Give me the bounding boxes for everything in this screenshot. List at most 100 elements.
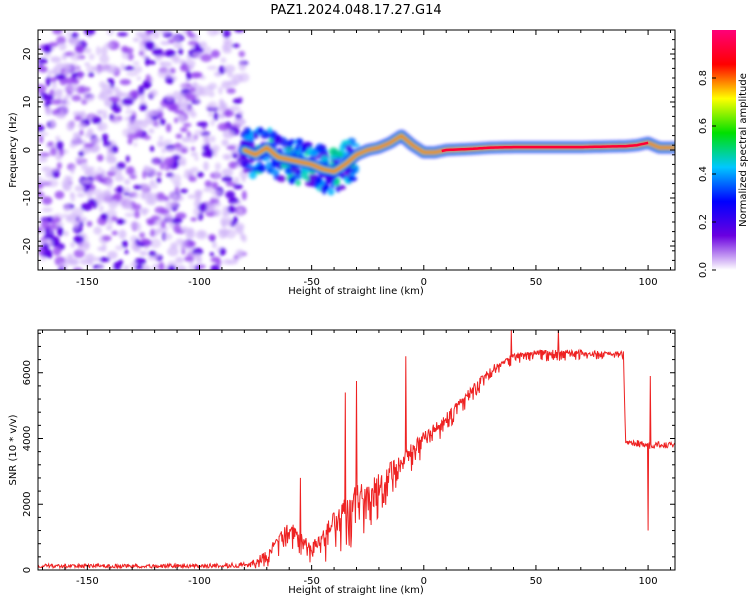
noise-blob [58,42,67,51]
noise-blob [206,65,218,71]
noise-blob [142,166,153,173]
noise-blob [184,169,193,174]
ridge-blob [267,127,272,133]
noise-blob [56,112,66,119]
noise-blob [109,113,114,121]
noise-blob [104,101,112,108]
noise-blob [121,240,128,248]
noise-blob [165,93,174,102]
noise-blob [42,52,52,58]
noise-blob [126,127,137,135]
noise-blob [74,185,86,192]
ridge-blob [294,144,300,152]
noise-blob [106,67,116,73]
spectrogram-heatmap [38,30,675,270]
noise-blob [186,73,192,80]
ridge-blob [247,158,255,164]
ridge-blob [257,126,264,135]
x-tick-label: -150 [76,277,99,288]
noise-blob [49,76,57,83]
noise-blob [133,184,142,190]
noise-blob [39,152,51,157]
noise-blob [180,148,188,154]
noise-blob [123,265,130,270]
x-tick-label: -150 [76,576,99,587]
noise-blob [55,135,61,142]
noise-blob [201,46,212,54]
noise-blob [116,32,129,37]
noise-blob [73,235,84,244]
noise-blob [40,131,49,137]
noise-blob [159,208,170,215]
x-tick-label: 0 [421,277,427,288]
noise-blob [79,129,84,136]
noise-blob [212,195,221,200]
noise-blob [67,253,74,259]
noise-blob [70,241,76,248]
noise-blob [123,116,134,122]
noise-blob [144,40,155,51]
noise-blob [85,166,95,171]
noise-blob [60,99,71,106]
noise-blob [106,30,114,36]
noise-blob [170,242,179,250]
noise-blob [237,110,244,116]
ridge-blob [335,177,341,186]
noise-blob [172,154,181,161]
noise-blob [189,86,196,93]
noise-blob [67,257,79,265]
noise-blob [180,188,188,194]
noise-blob [160,61,173,68]
noise-blob [221,80,231,89]
noise-blob [208,90,215,98]
noise-blob [54,190,65,200]
noise-blob [200,53,212,63]
noise-blob [165,123,172,133]
noise-blob [47,142,53,147]
noise-blob [120,63,125,71]
x-tick-label: 100 [639,576,658,587]
noise-blob [116,162,126,170]
ridge-blob [269,132,276,140]
noise-blob [167,265,176,270]
noise-blob [88,53,95,61]
noise-blob [175,256,184,264]
noise-blob [81,179,93,184]
ridge-blob [253,134,259,139]
noise-blob [157,106,164,113]
noise-blob [106,224,113,231]
ridge-blob [263,131,270,138]
noise-blob [62,213,68,218]
noise-blob [194,129,204,136]
snr-panel: -150 -100 -50 0 50 100 0 2000 4000 6000 Height o… [8,329,676,596]
noise-blob [41,94,54,101]
noise-blob [101,83,113,94]
noise-blob [76,193,85,198]
noise-blob [166,148,176,153]
noise-blob [174,109,185,115]
noise-blob [207,30,218,37]
noise-blob [141,54,147,60]
y-tick-label: 4000 [22,426,33,451]
noise-blob [196,121,209,127]
noise-blob [226,181,236,187]
noise-blob [140,119,149,129]
noise-blob [163,139,173,145]
noise-blob [181,136,191,143]
y-tick-label: 0 [22,567,33,573]
ridge-blob [270,169,280,176]
noise-blob [45,106,52,116]
noise-blob [97,122,108,132]
noise-blob [147,60,157,65]
noise-blob [99,256,111,263]
noise-blob [238,61,247,71]
noise-blob [209,135,216,143]
noise-blob [208,101,218,110]
noise-blob [241,234,247,243]
noise-blob [225,228,237,239]
x-tick-label: 50 [530,576,543,587]
noise-blob [100,64,108,73]
noise-blob [98,205,104,213]
noise-blob [231,197,239,203]
ridge-blob [309,150,319,157]
